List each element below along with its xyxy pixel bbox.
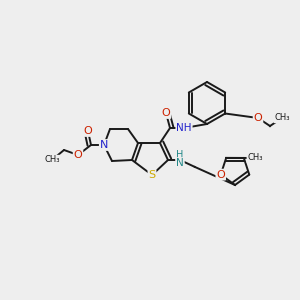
Text: N: N [176, 158, 184, 168]
Text: CH₃: CH₃ [247, 154, 263, 163]
Text: CH₃: CH₃ [274, 113, 290, 122]
Text: O: O [216, 169, 225, 180]
Text: O: O [254, 113, 262, 123]
Text: O: O [74, 150, 82, 160]
Text: NH: NH [176, 123, 192, 133]
Text: O: O [84, 126, 92, 136]
Text: O: O [162, 108, 170, 118]
Text: H: H [176, 150, 184, 160]
Text: N: N [100, 140, 108, 150]
Text: S: S [148, 170, 156, 180]
Text: CH₃: CH₃ [44, 155, 60, 164]
